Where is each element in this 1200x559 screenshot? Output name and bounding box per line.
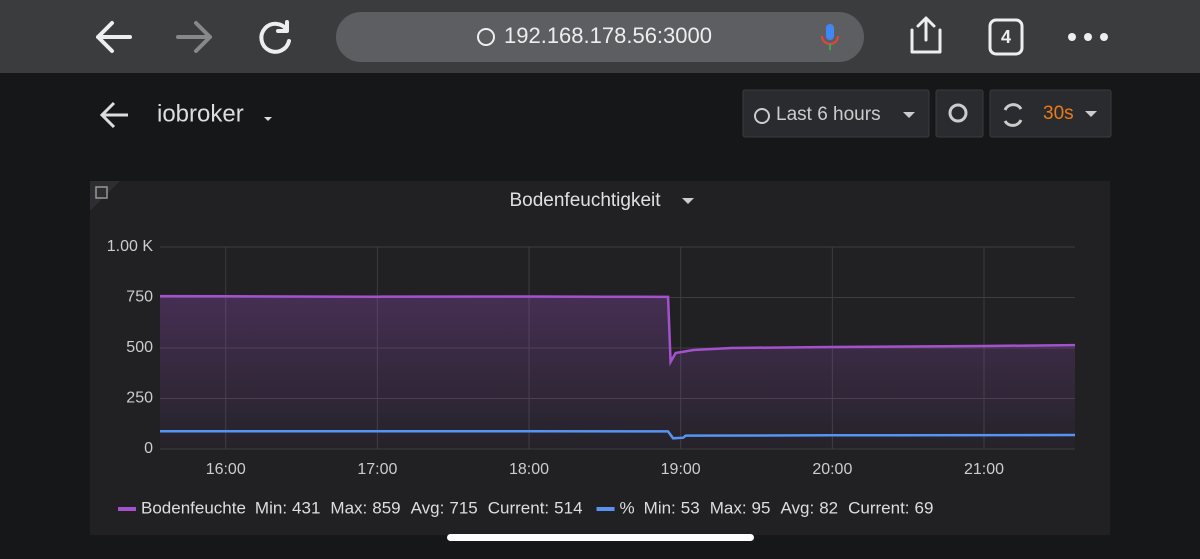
legend-stat-label: Avg: [411,498,445,517]
url-field[interactable] [336,12,864,62]
clock-icon [754,108,770,124]
zoom-icon [948,103,968,123]
series-line [159,294,1076,367]
caret [1085,111,1097,117]
dashboard-back[interactable] [99,101,128,129]
legend-stat-label: Min: [644,498,676,517]
share-button[interactable] [910,16,942,54]
legend-stat-label: Current: [848,498,909,517]
series-line [160,429,1076,440]
panel-corner [90,181,120,211]
info-icon [477,28,495,46]
caret [264,117,272,121]
legend-stat-value: 859 [372,498,400,517]
legend-stat-value: 82 [819,498,838,517]
time-range: Last 6 hours [776,104,881,125]
caret [682,198,694,204]
mic-icon[interactable] [821,24,839,50]
legend-label: % [620,498,635,517]
y-tick-label: 0 [144,440,153,457]
refresh-picker[interactable] [989,89,1112,138]
legend-stat-value: 715 [449,498,477,517]
x-tick-label: 18:00 [509,461,549,478]
x-tick-label: 20:00 [812,461,852,478]
forward-button[interactable] [176,21,212,53]
back-button[interactable] [96,21,132,53]
tab-count: 4 [1001,27,1011,47]
y-tick-label: 250 [126,390,153,407]
legend-stat-label: Avg: [780,498,814,517]
legend-swatch [118,507,136,511]
dashboard-title[interactable]: iobroker [157,100,244,127]
legend-stat-value: 514 [554,498,582,517]
x-tick-label: 16:00 [206,461,246,478]
url: 192.168.178.56:3000 [504,23,712,48]
panel-title[interactable]: Bodenfeuchtigkeit [509,190,661,211]
x-tick-label: 19:00 [661,461,701,478]
menu-button[interactable] [1068,33,1108,41]
y-tick-label: 500 [126,339,153,356]
legend-stat-label: Current: [488,498,549,517]
tabs-button[interactable] [988,18,1024,56]
area [160,296,1075,449]
legend-stat-label: Min: [255,498,287,517]
refresh-interval: 30s [1043,103,1074,124]
time-picker[interactable] [742,89,930,138]
legend-stat-value: 95 [752,498,771,517]
x-tick-label: 17:00 [357,461,397,478]
y-tick-label: 750 [126,289,153,306]
home-indicator [447,534,754,541]
y-tick-label: 1.00 K [107,238,154,255]
reload-button[interactable] [259,20,291,54]
refresh-icon [1003,103,1023,127]
zoom-out[interactable] [935,89,984,138]
legend-stat-value: 53 [681,498,700,517]
legend-swatch [596,507,615,511]
legend-stat-label: Max: [330,498,367,517]
legend-stat-value: 69 [915,498,934,517]
caret [903,112,915,118]
panel-link-icon[interactable] [95,186,108,199]
x-tick-label: 21:00 [964,461,1004,478]
legend-stat-label: Max: [710,498,747,517]
legend-label: Bodenfeuchte [141,498,246,517]
legend-stat-value: 431 [292,498,320,517]
